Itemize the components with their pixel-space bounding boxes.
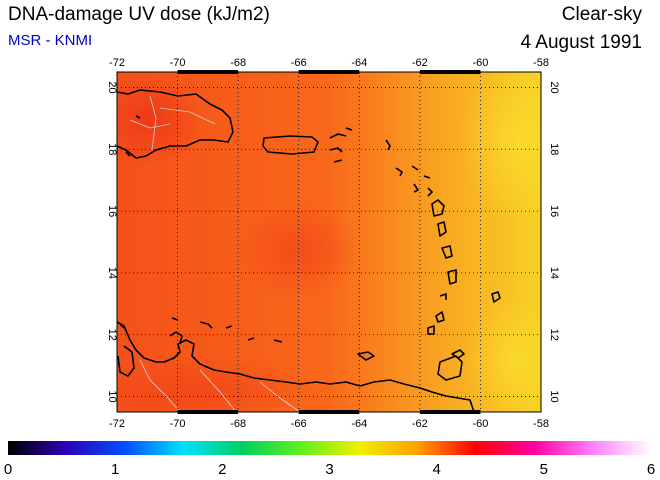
frame-bar-top	[419, 70, 481, 74]
western-caribbean-reefs	[119, 115, 141, 329]
frame-bar-bottom	[298, 410, 360, 414]
uv-field	[117, 72, 541, 412]
lon-tick-label-top: -70	[170, 57, 186, 69]
frame-bar-top	[298, 70, 360, 74]
abc-islands-coastline	[171, 317, 283, 343]
colorbar-labels: 0 1 2 3 4 5 6	[4, 461, 655, 478]
paraguana-peninsula	[169, 331, 183, 345]
tobago-coastline	[451, 349, 465, 359]
colorbar-tick-label: 0	[4, 461, 12, 478]
colorbar-tick-label: 4	[432, 461, 440, 478]
lon-tick-label-top: -68	[230, 57, 246, 69]
lat-tick-label-left: 20	[106, 81, 118, 93]
lon-labels-bottom: -72 -70 -68 -66 -64 -62 -60 -58	[109, 418, 549, 430]
lon-tick-label-bottom: -60	[472, 418, 488, 430]
colorbar-tick-label: 3	[325, 461, 333, 478]
data-credit: MSR - KNMI	[8, 32, 93, 49]
frame-bar-bottom	[419, 410, 481, 414]
lake-maracaibo	[117, 345, 135, 377]
colorbar-tick-label: 1	[111, 461, 119, 478]
lon-tick-label-bottom: -62	[412, 418, 428, 430]
lon-tick-label-top: -64	[351, 57, 367, 69]
virgin-islands-coastline	[329, 127, 353, 163]
margarita-coastline	[357, 351, 375, 361]
hispaniola-interior	[129, 95, 216, 151]
lat-tick-label-right: 10	[548, 390, 560, 402]
south-america-coastline	[117, 321, 475, 412]
lat-tick-label-right: 14	[548, 267, 560, 279]
lon-tick-label-top: -58	[533, 57, 549, 69]
lat-labels-left: 10 12 14 16 18 20	[106, 81, 118, 402]
lon-tick-label-bottom: -66	[291, 418, 307, 430]
lon-tick-label-bottom: -64	[351, 418, 367, 430]
lon-tick-label-top: -60	[472, 57, 488, 69]
colorbar	[8, 441, 651, 455]
lon-labels-top: -72 -70 -68 -66 -64 -62 -60 -58	[109, 57, 549, 69]
map-date: 4 August 1991	[520, 32, 643, 53]
lat-tick-label-left: 16	[106, 205, 118, 217]
coastlines	[117, 89, 501, 412]
puerto-rico-coastline	[262, 135, 319, 155]
sky-condition: Clear-sky	[561, 4, 642, 25]
lat-tick-label-right: 20	[548, 81, 560, 93]
map-title: DNA-damage UV dose (kJ/m2)	[8, 4, 270, 25]
lon-tick-label-bottom: -58	[533, 418, 549, 430]
lat-tick-label-right: 18	[548, 143, 560, 155]
lat-tick-label-right: 12	[548, 329, 560, 341]
graticule	[117, 72, 541, 412]
frame-bars	[177, 70, 481, 414]
lon-tick-label-top: -62	[412, 57, 428, 69]
lat-tick-label-left: 14	[106, 267, 118, 279]
lon-tick-label-top: -72	[109, 57, 125, 69]
colorbar-tick-label: 6	[647, 461, 655, 478]
colorbar-tick-label: 5	[540, 461, 548, 478]
lesser-antilles-coastline	[385, 139, 501, 335]
lon-tick-label-top: -66	[291, 57, 307, 69]
hispaniola-coastline	[117, 89, 234, 159]
lat-tick-label-right: 16	[548, 205, 560, 217]
lon-tick-label-bottom: -70	[170, 418, 186, 430]
lat-tick-label-left: 18	[106, 143, 118, 155]
country-borders	[139, 359, 301, 412]
lat-tick-label-left: 12	[106, 329, 118, 341]
frame-bar-bottom	[177, 410, 239, 414]
lon-tick-label-bottom: -68	[230, 418, 246, 430]
lat-labels-right: 10 12 14 16 18 20	[548, 81, 560, 402]
lat-tick-label-left: 10	[106, 390, 118, 402]
frame-bar-top	[177, 70, 239, 74]
colorbar-tick-label: 2	[218, 461, 226, 478]
lon-tick-label-bottom: -72	[109, 418, 125, 430]
